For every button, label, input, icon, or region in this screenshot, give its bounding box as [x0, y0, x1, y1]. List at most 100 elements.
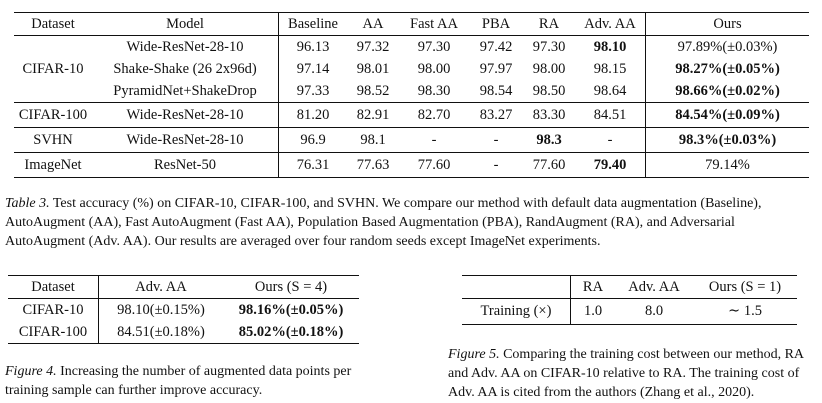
cell-ours: ∼ 1.5 — [728, 303, 762, 319]
cell-ra: 1.0 — [570, 298, 615, 325]
th-adv-aa: Adv. AA — [628, 278, 680, 295]
table-5: RA Adv. AA Ours (S = 1) Training (×) 1.0… — [462, 275, 797, 325]
cell-baseline: 97.33 — [278, 80, 347, 103]
caption-text: Increasing the number of augmented data … — [5, 364, 352, 398]
th-adv-aa: Adv. AA — [584, 15, 636, 32]
cell-baseline: 76.31 — [278, 152, 347, 178]
cell-baseline: 96.9 — [278, 127, 347, 153]
cell-baseline: 81.20 — [278, 102, 347, 128]
cell-fast-aa: - — [431, 131, 437, 148]
cell-ours: 98.66%(±0.02%) — [645, 80, 809, 103]
cell-dataset: SVHN — [33, 131, 73, 148]
table-3: Dataset Model Baseline AA Fast AA PBA RA… — [14, 12, 809, 178]
cell-ours: 98.3%(±0.03%) — [645, 127, 809, 153]
cell-aa: 82.91 — [356, 106, 390, 123]
cell-adv-aa: 98.10(±0.15%) — [98, 298, 223, 321]
cell-dataset: CIFAR-10 — [22, 60, 84, 77]
figure4-caption: Figure 4. Increasing the number of augme… — [5, 362, 385, 400]
cell-ours: 98.16%(±0.05%) — [238, 301, 344, 318]
cell-model: Shake-Shake (26 2x96d) — [113, 60, 257, 77]
cell-ra: 98.50 — [532, 82, 566, 99]
th-adv-aa: Adv. AA — [98, 275, 223, 299]
cell-pba: 97.97 — [479, 60, 513, 77]
th-aa: AA — [362, 15, 384, 32]
cell-model: Wide-ResNet-28-10 — [126, 106, 244, 123]
cell-label: Training (×) — [480, 303, 552, 319]
cell-fast-aa: 97.30 — [417, 38, 451, 55]
cell-pba: - — [493, 131, 499, 148]
cell-ours: 79.14% — [645, 152, 809, 178]
th-ours: Ours (S = 4) — [254, 278, 328, 295]
th-pba: PBA — [481, 15, 511, 32]
cell-adv-aa: 98.10 — [593, 38, 627, 55]
cell-dataset: ImageNet — [24, 156, 82, 173]
cell-aa: 98.52 — [356, 82, 390, 99]
table-row: Training (×) 1.0 8.0 ∼ 1.5 — [462, 298, 797, 325]
cell-adv-aa: 98.64 — [593, 82, 627, 99]
figure5-caption: Figure 5. Comparing the training cost be… — [448, 345, 818, 402]
caption-label: Table 3. — [5, 196, 50, 211]
cell-fast-aa: 77.60 — [417, 156, 451, 173]
th-dataset: Dataset — [31, 15, 75, 32]
cell-adv-aa: 8.0 — [644, 303, 664, 319]
cell-aa: 77.63 — [356, 156, 390, 173]
cell-pba: 83.27 — [479, 106, 513, 123]
caption-text: Comparing the training cost between our … — [448, 347, 804, 400]
cell-model: ResNet-50 — [153, 156, 216, 173]
cell-pba: 97.42 — [479, 38, 513, 55]
cell-fast-aa: 82.70 — [417, 106, 451, 123]
cell-baseline: 97.14 — [278, 58, 347, 80]
table-row: CIFAR-10 98.10(±0.15%) 98.16%(±0.05%) — [8, 298, 359, 321]
table3-caption: Table 3. Test accuracy (%) on CIFAR-10, … — [5, 194, 817, 251]
table-row: SVHN Wide-ResNet-28-10 96.9 98.1 - - 98.… — [14, 127, 809, 153]
cell-dataset: CIFAR-10 — [22, 301, 84, 318]
table-4: Dataset Adv. AA Ours (S = 4) CIFAR-10 98… — [8, 275, 359, 344]
cell-model: Wide-ResNet-28-10 — [126, 38, 244, 55]
cell-aa: 98.1 — [360, 131, 386, 148]
cell-dataset: CIFAR-100 — [18, 106, 88, 123]
cell-model: Wide-ResNet-28-10 — [126, 131, 244, 148]
th-dataset: Dataset — [31, 278, 75, 295]
cell-ours: 97.89%(±0.03%) — [645, 35, 809, 58]
cell-ra: 83.30 — [532, 106, 566, 123]
cell-ours: 85.02%(±0.18%) — [238, 323, 344, 340]
cell-ra: 98.00 — [532, 60, 566, 77]
cell-pba: - — [493, 156, 499, 173]
cell-pba: 98.54 — [479, 82, 513, 99]
cell-adv-aa: 84.51 — [593, 106, 627, 123]
table4-header-row: Dataset Adv. AA Ours (S = 4) — [8, 275, 359, 299]
th-baseline: Baseline — [278, 12, 347, 36]
cell-adv-aa: 98.15 — [593, 60, 627, 77]
th-ra: RA — [570, 275, 615, 299]
table-row: CIFAR-100 84.51(±0.18%) 85.02%(±0.18%) — [8, 321, 359, 344]
cell-adv-aa: 79.40 — [593, 156, 627, 173]
cell-baseline: 96.13 — [278, 35, 347, 58]
cell-adv-aa: - — [607, 131, 613, 148]
cell-fast-aa: 98.30 — [417, 82, 451, 99]
cell-ra: 98.3 — [536, 131, 562, 148]
cell-ours: 98.27%(±0.05%) — [645, 58, 809, 80]
table-row: Shake-Shake (26 2x96d) 97.14 98.01 98.00… — [14, 58, 809, 80]
table5-header-row: RA Adv. AA Ours (S = 1) — [462, 275, 797, 299]
cell-aa: 97.32 — [356, 38, 390, 55]
cell-aa: 98.01 — [356, 60, 390, 77]
table-row: CIFAR-10 Wide-ResNet-28-10 96.13 97.32 9… — [14, 35, 809, 77]
th-ours: Ours — [645, 12, 809, 36]
th-fast-aa: Fast AA — [410, 15, 458, 32]
cell-adv-aa: 84.51(±0.18%) — [98, 321, 223, 344]
caption-label: Figure 4. — [5, 364, 57, 379]
table-row: PyramidNet+ShakeDrop 97.33 98.52 98.30 9… — [14, 80, 809, 103]
cell-fast-aa: 98.00 — [417, 60, 451, 77]
cell-ra: 77.60 — [532, 156, 566, 173]
cell-model: PyramidNet+ShakeDrop — [113, 82, 257, 99]
th-empty — [462, 276, 571, 299]
cell-dataset: CIFAR-100 — [18, 323, 88, 340]
th-ours: Ours (S = 1) — [708, 278, 782, 295]
table3-header-row: Dataset Model Baseline AA Fast AA PBA RA… — [14, 12, 809, 36]
th-model: Model — [166, 15, 204, 32]
table-row: CIFAR-100 Wide-ResNet-28-10 81.20 82.91 … — [14, 102, 809, 128]
caption-label: Figure 5. — [448, 347, 500, 362]
cell-ours: 84.54%(±0.09%) — [645, 102, 809, 128]
table-row: ImageNet ResNet-50 76.31 77.63 77.60 - 7… — [14, 152, 809, 178]
caption-text: Test accuracy (%) on CIFAR-10, CIFAR-100… — [5, 196, 762, 249]
